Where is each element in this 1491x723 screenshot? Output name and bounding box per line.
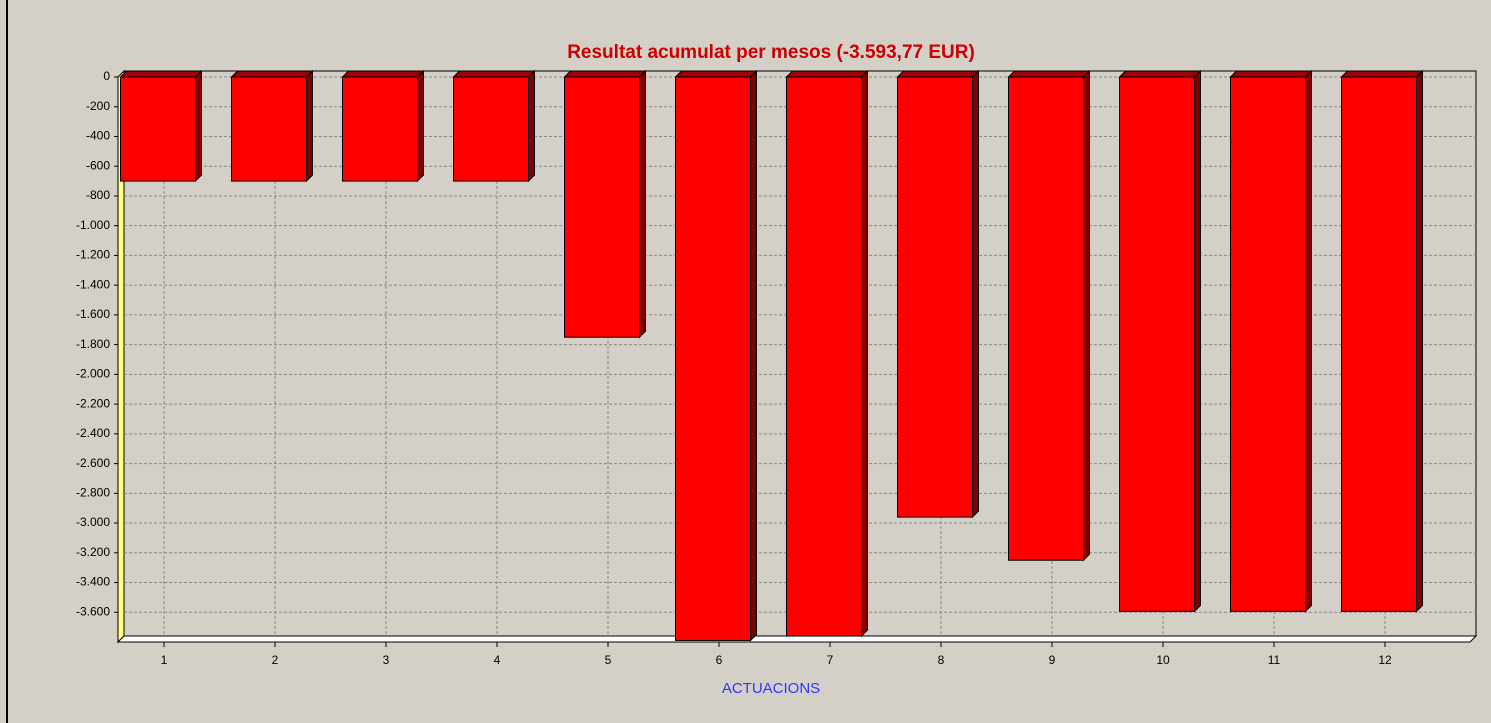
y-tick-label: -2.800 (76, 485, 110, 499)
x-tick-label: 11 (1268, 653, 1281, 667)
bar-top (785, 70, 869, 78)
floor (116, 635, 1478, 643)
bar-top (674, 70, 758, 78)
y-tick-label: -1.400 (76, 277, 110, 291)
x-tick-label: 2 (272, 653, 279, 667)
bar-top (341, 70, 425, 78)
y-tick-label: -1.000 (76, 218, 110, 232)
bar-side (750, 69, 757, 642)
y-tick-label: -2.000 (76, 367, 110, 381)
bar-top (1340, 70, 1424, 78)
x-tick-label: 6 (716, 653, 723, 667)
y-tick-label: -1.800 (76, 337, 110, 351)
bar (453, 76, 529, 182)
x-tick-label: 3 (383, 653, 390, 667)
bar (1230, 76, 1306, 612)
bar-side (639, 69, 646, 339)
y-tick-label: -1.600 (76, 307, 110, 321)
chart-title: Resultat acumulat per mesos (-3.593,77 E… (567, 42, 975, 63)
x-tick-label: 9 (1049, 653, 1056, 667)
y-tick-label: -2.600 (76, 456, 110, 470)
y-tick-label: -400 (86, 129, 110, 143)
bar-top (1118, 70, 1202, 78)
bar (564, 76, 640, 338)
y-tick-label: -2.200 (76, 396, 110, 410)
bar-side (972, 69, 979, 519)
x-axis-title: ACTUACIONS (722, 680, 820, 697)
bar-top (896, 70, 980, 78)
y-tick-label: -3.200 (76, 545, 110, 559)
bar-top (230, 70, 314, 78)
bar-side (1416, 69, 1423, 613)
x-tick-label: 10 (1156, 653, 1170, 667)
y-tick-label: -2.400 (76, 426, 110, 440)
bar-top (119, 70, 203, 78)
bar-side (417, 69, 424, 183)
bar-side (306, 69, 313, 183)
bar (786, 76, 862, 637)
bar (1008, 76, 1084, 561)
bar-side (861, 69, 868, 638)
y-tick-label: 0 (103, 69, 110, 83)
x-tick-label: 4 (494, 653, 501, 667)
y-tick-label: -3.600 (76, 604, 110, 618)
x-tick-label: 7 (827, 653, 834, 667)
y-tick-label: -800 (86, 188, 110, 202)
bar-side (1194, 69, 1201, 613)
bar (120, 76, 196, 182)
y-tick-label: -3.400 (76, 575, 110, 589)
x-tick-label: 12 (1378, 653, 1392, 667)
bar-side (195, 69, 202, 183)
bar (1341, 76, 1417, 612)
bar (675, 76, 751, 642)
bar-top (452, 70, 536, 78)
bar-side (1305, 69, 1312, 613)
x-tick-label: 5 (605, 653, 612, 667)
y-tick-label: -3.000 (76, 515, 110, 529)
y-tick-label: -200 (86, 99, 110, 113)
bar-side (528, 69, 535, 183)
bar-top (563, 70, 647, 78)
bar (1119, 76, 1195, 612)
bar-top (1007, 70, 1091, 78)
y-tick-label: -1.200 (76, 248, 110, 262)
x-tick-label: 8 (938, 653, 945, 667)
bar (231, 76, 307, 182)
y-tick-label: -600 (86, 158, 110, 172)
x-tick-label: 1 (161, 653, 168, 667)
bar (897, 76, 973, 518)
bar-side (1083, 69, 1090, 562)
bar (342, 76, 418, 182)
bar-top (1229, 70, 1313, 78)
